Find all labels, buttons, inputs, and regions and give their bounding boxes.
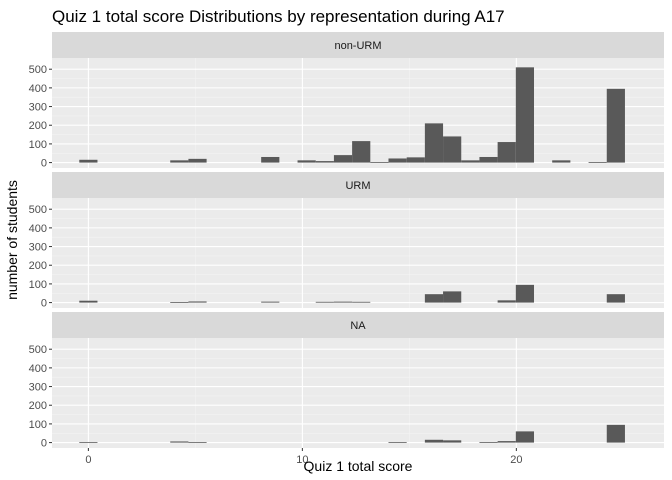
x-tick-label: 0	[85, 454, 91, 466]
y-tick-label: 0	[41, 438, 47, 450]
y-tick-label: 400	[29, 223, 47, 235]
histogram-bar	[315, 301, 334, 303]
facet-strip	[52, 172, 664, 198]
histogram-bar	[333, 155, 353, 163]
y-tick-label: 100	[29, 419, 47, 431]
histogram-bar	[443, 136, 462, 163]
histogram-bar	[352, 301, 371, 303]
facet-panels: non-URM 0 100 200 300 400 500 URM 0 100 200 300 400 5…	[29, 32, 664, 450]
histogram-bar	[606, 294, 625, 303]
y-tick-label: 200	[29, 120, 47, 132]
histogram-bar	[388, 442, 407, 444]
y-tick-label: 300	[29, 102, 47, 114]
histogram-bar	[352, 141, 371, 163]
y-tick-label: 0	[41, 158, 47, 170]
y-tick-label: 500	[29, 64, 47, 76]
facet-strip	[52, 32, 664, 58]
histogram-bar	[424, 123, 444, 163]
histogram-bar	[315, 161, 334, 163]
histogram-bar	[497, 142, 516, 163]
histogram-bar	[170, 302, 189, 303]
y-tick-label: 500	[29, 204, 47, 216]
histogram-bar	[424, 439, 444, 443]
facet-strip-label: non-URM	[334, 40, 381, 52]
histogram-bar	[170, 160, 189, 163]
y-tick-label: 400	[29, 83, 47, 95]
y-tick-label: 100	[29, 139, 47, 151]
histogram-bar	[588, 162, 607, 163]
histogram-bar	[497, 300, 516, 303]
y-tick-label: 500	[29, 344, 47, 356]
x-axis: 0 10 20	[85, 448, 522, 466]
facet-strip-label: NA	[350, 320, 366, 332]
facet-strip	[52, 312, 664, 338]
facet-panel-na: NA 0 100 200 300 400 500	[29, 312, 664, 450]
x-axis-label: Quiz 1 total score	[304, 458, 413, 474]
histogram-bar	[188, 301, 207, 303]
y-tick-label: 100	[29, 279, 47, 291]
histogram-bar	[261, 301, 280, 303]
histogram-bar	[552, 160, 571, 163]
chart-title: Quiz 1 total score Distributions by repr…	[52, 7, 505, 26]
histogram-bar	[261, 156, 280, 163]
histogram-bar	[424, 294, 444, 303]
histogram-bar	[406, 157, 425, 163]
histogram-bar	[188, 442, 207, 444]
histogram-bar	[388, 158, 407, 163]
histogram-bar	[606, 424, 625, 443]
y-tick-label: 300	[29, 242, 47, 254]
histogram-bar	[515, 67, 535, 163]
y-tick-label: 400	[29, 363, 47, 375]
panel-background	[52, 338, 664, 448]
facet-strip-label: URM	[345, 180, 370, 192]
histogram-bar	[443, 440, 462, 443]
histogram-bar	[79, 442, 98, 444]
y-tick-label: 0	[41, 298, 47, 310]
histogram-bar	[443, 291, 462, 303]
histogram-bar	[497, 441, 516, 443]
histogram-bar	[461, 160, 480, 163]
histogram-bar	[297, 160, 316, 163]
histogram-bar	[79, 300, 98, 303]
histogram-bar	[79, 159, 98, 163]
y-tick-label: 200	[29, 260, 47, 272]
facet-panel-urm: URM 0 100 200 300 400 500	[29, 172, 664, 310]
histogram-bar	[170, 441, 189, 443]
histogram-bar	[479, 442, 498, 443]
x-tick-label: 20	[510, 454, 522, 466]
y-axis-label: number of students	[4, 180, 20, 300]
histogram-bar	[515, 431, 535, 443]
y-tick-label: 200	[29, 400, 47, 412]
x-tick-label: 10	[296, 454, 308, 466]
y-tick-label: 300	[29, 382, 47, 394]
histogram-bar	[479, 156, 498, 163]
histogram-bar	[606, 88, 625, 163]
histogram-bar	[370, 162, 389, 163]
panel-background	[52, 198, 664, 308]
facet-panel-non-urm: non-URM 0 100 200 300 400 500	[29, 32, 664, 170]
histogram-bar	[333, 301, 353, 303]
histogram-bar	[515, 284, 535, 303]
histogram-bar	[188, 158, 207, 163]
